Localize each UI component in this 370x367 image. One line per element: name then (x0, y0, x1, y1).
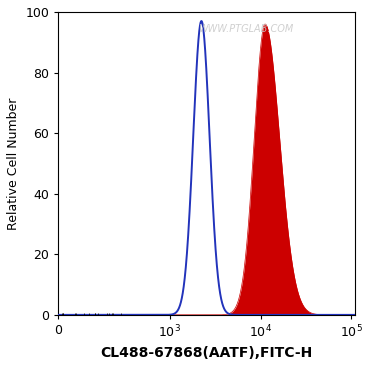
Y-axis label: Relative Cell Number: Relative Cell Number (7, 97, 20, 230)
X-axis label: CL488-67868(AATF),FITC-H: CL488-67868(AATF),FITC-H (101, 346, 313, 360)
Text: WWW.PTGLAB.COM: WWW.PTGLAB.COM (198, 24, 293, 34)
